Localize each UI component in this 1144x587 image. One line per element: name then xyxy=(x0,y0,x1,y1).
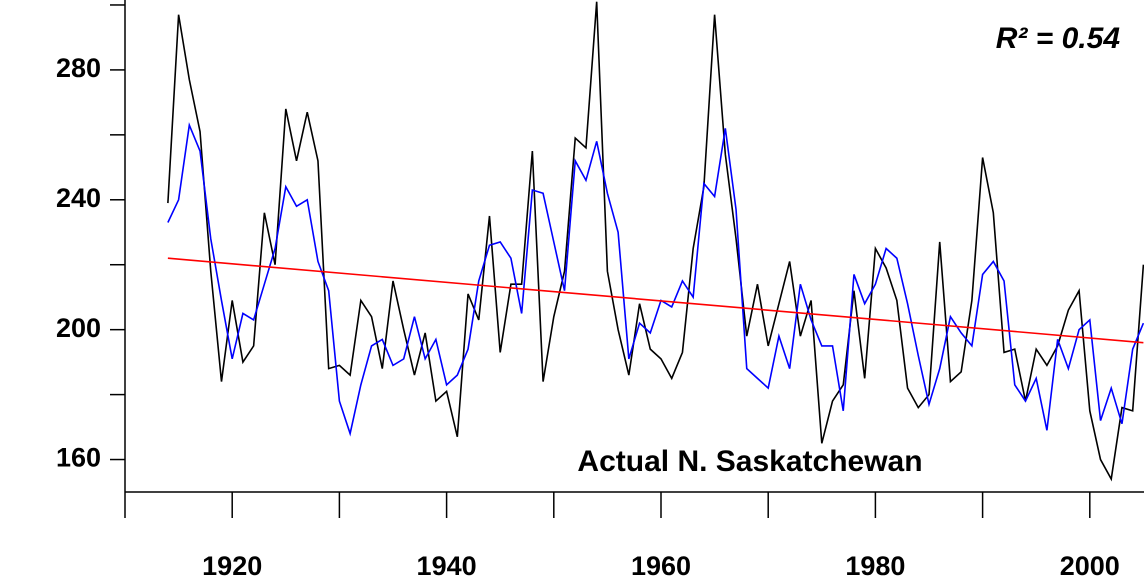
annotation: Actual N. Saskatchewan xyxy=(577,445,922,478)
trend-line xyxy=(167,257,1144,344)
y-tick-label: 200 xyxy=(56,313,101,343)
y-tick-label: 240 xyxy=(56,183,101,213)
x-tick-label: 1980 xyxy=(845,551,905,581)
r-squared: R² = 0.54 xyxy=(996,22,1121,55)
x-tick-label: 1940 xyxy=(417,551,477,581)
y-tick-label: 160 xyxy=(56,443,101,473)
series-line xyxy=(167,122,1144,437)
x-tick-label: 1920 xyxy=(202,551,262,581)
plot-area xyxy=(167,1,1144,482)
x-tick-label: 1960 xyxy=(631,551,691,581)
series-line xyxy=(167,1,1144,482)
y-tick-label: 280 xyxy=(56,53,101,83)
x-tick-label: 2000 xyxy=(1060,551,1120,581)
